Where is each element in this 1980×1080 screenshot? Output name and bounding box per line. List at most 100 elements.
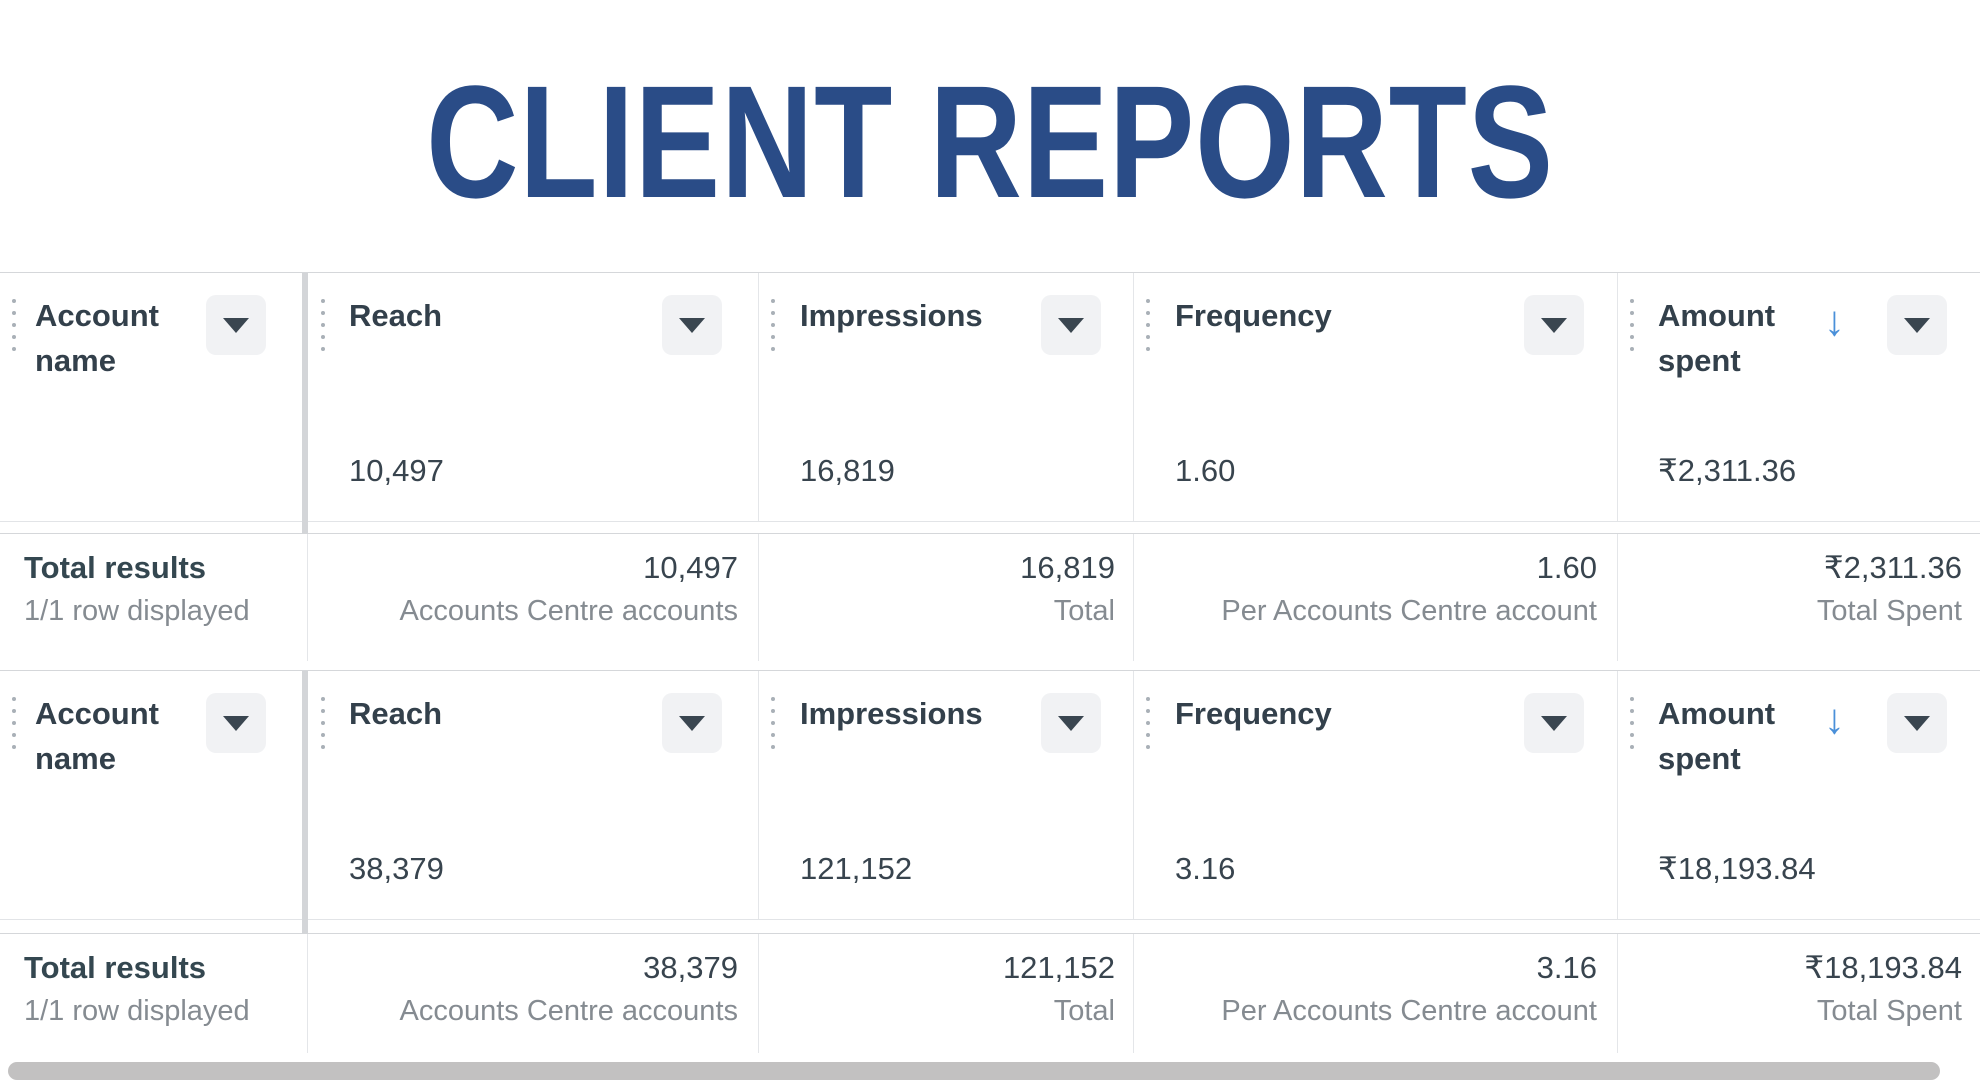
totals-value: 121,152 — [1002, 950, 1115, 985]
chevron-down-icon — [1904, 715, 1930, 731]
column-menu-button[interactable] — [662, 295, 722, 355]
totals-label: Total — [1053, 995, 1115, 1027]
column-divider — [758, 273, 759, 521]
drag-handle-icon[interactable] — [321, 697, 325, 749]
report-table-2: Account name Reach Impressions Frequency… — [0, 670, 1980, 934]
drag-handle-icon[interactable] — [12, 697, 16, 749]
chevron-down-icon — [679, 715, 705, 731]
totals-cell-reach: 10,497 Accounts Centre accounts — [320, 546, 738, 632]
column-divider — [758, 671, 759, 919]
totals-cell-impressions: 16,819 Total — [770, 546, 1115, 632]
totals-title: Total results — [24, 950, 207, 985]
column-menu-button[interactable] — [1041, 295, 1101, 355]
chevron-down-icon — [679, 317, 705, 333]
column-menu-button[interactable] — [1524, 693, 1584, 753]
totals-title: Total results — [24, 550, 207, 585]
column-resize-bar[interactable] — [302, 671, 308, 934]
chevron-down-icon — [1541, 715, 1567, 731]
cell-frequency: 3.16 — [1175, 851, 1236, 886]
totals-value: 1.60 — [1536, 550, 1597, 585]
totals-summary: Total results 1/1 row displayed — [24, 946, 250, 1032]
chevron-down-icon — [1541, 317, 1567, 333]
chevron-down-icon — [1904, 317, 1930, 333]
totals-label: Per Accounts Centre account — [1221, 995, 1597, 1027]
sort-descending-icon: ↓ — [1824, 297, 1845, 344]
totals-value: ₹2,311.36 — [1823, 550, 1962, 585]
column-header-reach[interactable]: Reach — [349, 298, 443, 333]
totals-cell-reach: 38,379 Accounts Centre accounts — [320, 946, 738, 1032]
column-divider — [1617, 934, 1618, 1053]
page-title: CLIENT REPORTS — [426, 52, 1554, 231]
totals-value: 38,379 — [643, 950, 738, 985]
cell-impressions: 16,819 — [800, 453, 895, 488]
drag-handle-icon[interactable] — [1630, 299, 1634, 351]
totals-value: 3.16 — [1536, 950, 1597, 985]
column-menu-button[interactable] — [1887, 295, 1947, 355]
chevron-down-icon — [223, 715, 249, 731]
column-header-reach[interactable]: Reach — [349, 696, 443, 731]
column-divider — [1617, 671, 1618, 919]
drag-handle-icon[interactable] — [771, 697, 775, 749]
drag-handle-icon[interactable] — [1630, 697, 1634, 749]
column-divider — [1617, 534, 1618, 661]
totals-row: Total results 1/1 row displayed 10,497 A… — [0, 533, 1980, 661]
column-resize-bar[interactable] — [302, 273, 308, 534]
totals-cell-impressions: 121,152 Total — [770, 946, 1115, 1032]
column-divider — [1617, 273, 1618, 521]
column-header-frequency[interactable]: Frequency — [1175, 696, 1332, 731]
column-menu-button[interactable] — [206, 295, 266, 355]
column-divider — [758, 534, 759, 661]
drag-handle-icon[interactable] — [12, 299, 16, 351]
totals-value: ₹18,193.84 — [1804, 950, 1962, 985]
totals-subtitle: 1/1 row displayed — [24, 595, 250, 627]
totals-cell-amount-spent: ₹18,193.84 Total Spent — [1630, 946, 1962, 1032]
totals-summary: Total results 1/1 row displayed — [24, 546, 250, 632]
column-divider — [1133, 934, 1134, 1053]
totals-label: Total Spent — [1816, 995, 1962, 1027]
totals-cell-frequency: 1.60 Per Accounts Centre account — [1145, 546, 1597, 632]
column-menu-button[interactable] — [662, 693, 722, 753]
column-header-impressions[interactable]: Impressions — [800, 298, 983, 333]
drag-handle-icon[interactable] — [1146, 697, 1150, 749]
drag-handle-icon[interactable] — [321, 299, 325, 351]
totals-label: Total Spent — [1816, 595, 1962, 627]
totals-subtitle: 1/1 row displayed — [24, 995, 250, 1027]
column-divider — [307, 934, 308, 1053]
totals-label: Per Accounts Centre account — [1221, 595, 1597, 627]
cell-amount-spent: ₹18,193.84 — [1658, 851, 1816, 886]
column-divider — [1133, 671, 1134, 919]
horizontal-scrollbar[interactable] — [8, 1062, 1940, 1080]
column-header-amount-spent[interactable]: Amount spent — [1658, 298, 1776, 378]
column-menu-button[interactable] — [1041, 693, 1101, 753]
column-divider — [307, 534, 308, 661]
column-header-frequency[interactable]: Frequency — [1175, 298, 1332, 333]
chevron-down-icon — [223, 317, 249, 333]
column-menu-button[interactable] — [206, 693, 266, 753]
column-menu-button[interactable] — [1887, 693, 1947, 753]
totals-cell-frequency: 3.16 Per Accounts Centre account — [1145, 946, 1597, 1032]
cell-frequency: 1.60 — [1175, 453, 1236, 488]
column-header-account-name[interactable]: Account name — [35, 298, 159, 378]
cell-reach: 38,379 — [349, 851, 444, 886]
totals-cell-amount-spent: ₹2,311.36 Total Spent — [1630, 546, 1962, 632]
totals-value: 10,497 — [643, 550, 738, 585]
totals-label: Accounts Centre accounts — [399, 995, 738, 1027]
totals-row: Total results 1/1 row displayed 38,379 A… — [0, 933, 1980, 1053]
totals-value: 16,819 — [1020, 550, 1115, 585]
totals-label: Total — [1053, 595, 1115, 627]
chevron-down-icon — [1058, 317, 1084, 333]
drag-handle-icon[interactable] — [771, 299, 775, 351]
chevron-down-icon — [1058, 715, 1084, 731]
sort-descending-icon: ↓ — [1824, 695, 1845, 742]
column-header-amount-spent[interactable]: Amount spent — [1658, 696, 1776, 776]
column-header-account-name[interactable]: Account name — [35, 696, 159, 776]
report-table-1: Account name Reach Impressions Frequency… — [0, 272, 1980, 534]
cell-impressions: 121,152 — [800, 851, 913, 886]
column-menu-button[interactable] — [1524, 295, 1584, 355]
column-divider — [758, 934, 759, 1053]
cell-reach: 10,497 — [349, 453, 444, 488]
column-divider — [1133, 273, 1134, 521]
column-header-impressions[interactable]: Impressions — [800, 696, 983, 731]
drag-handle-icon[interactable] — [1146, 299, 1150, 351]
